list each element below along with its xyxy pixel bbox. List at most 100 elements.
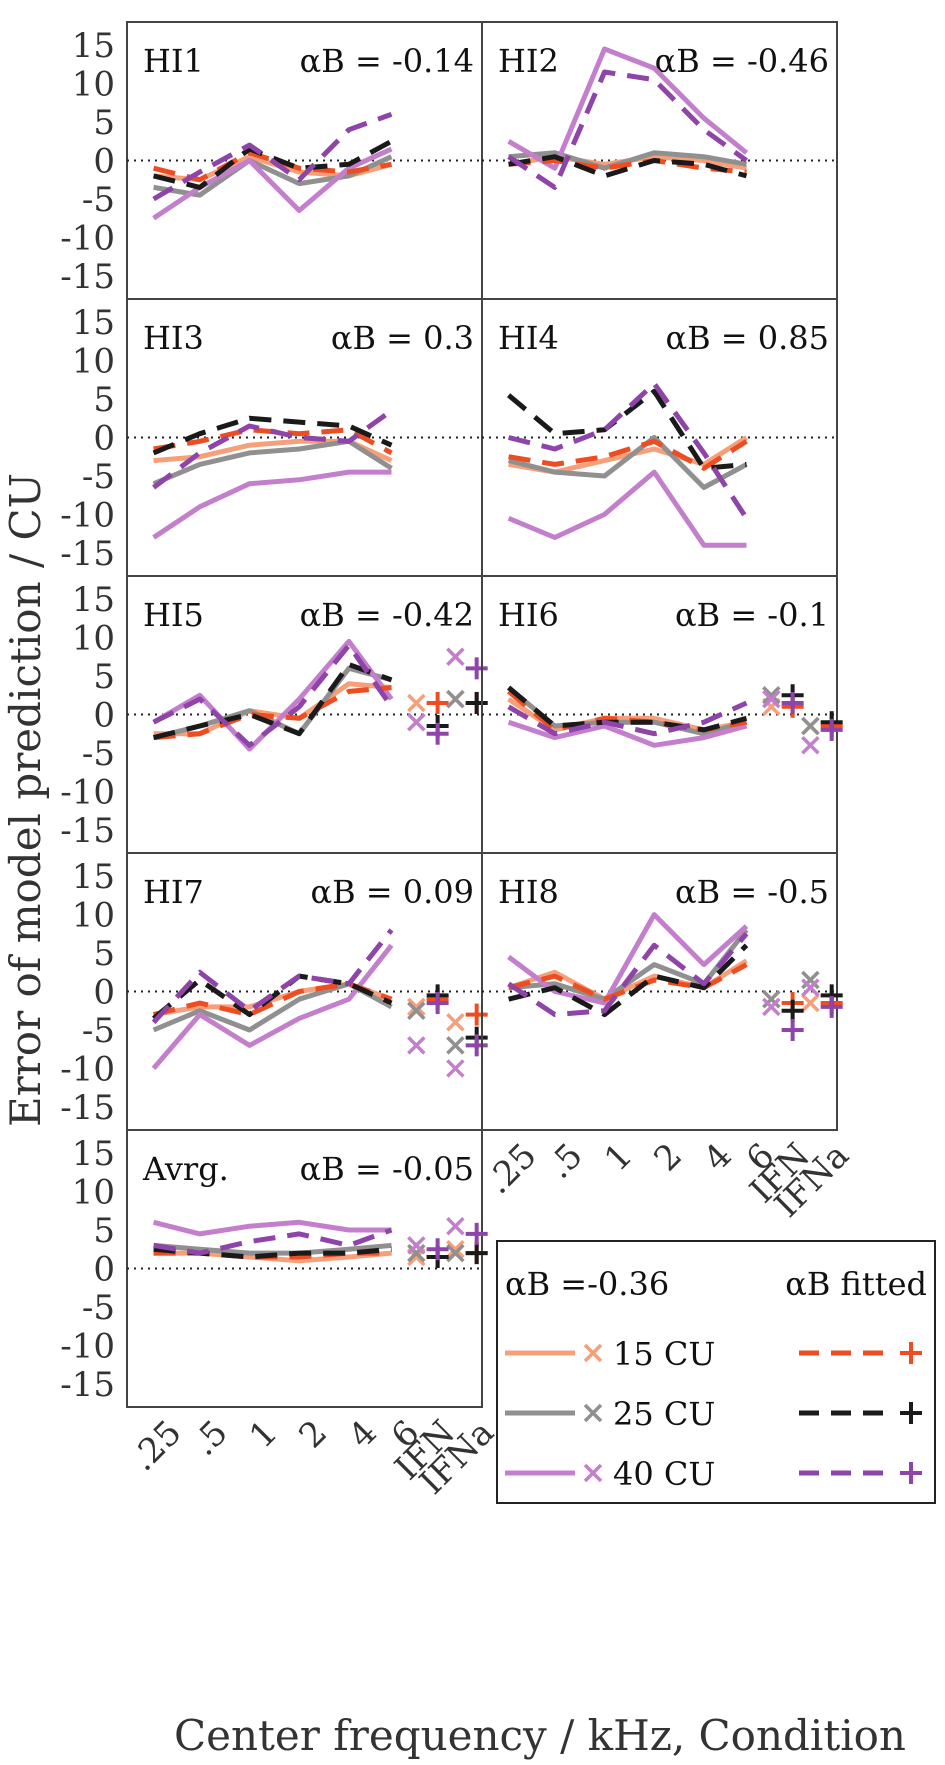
y-tick-label: 10: [72, 342, 115, 382]
y-tick-label: -15: [60, 1365, 115, 1405]
series-line-l40_fit: [507, 69, 748, 190]
series-line-l40_036: [507, 912, 749, 1006]
x-tick-label: .25: [478, 1136, 545, 1203]
x-marker-stroke: [446, 689, 465, 709]
y-tick-label: 0: [93, 419, 115, 459]
series-line-l40_fit: [507, 700, 748, 737]
series-line-l40_fit: [507, 932, 749, 1018]
legend-frame: [496, 1240, 936, 1504]
y-tick-label: 15: [72, 1134, 115, 1174]
panel-alpha-label: αB = -0.05: [300, 1150, 474, 1188]
panel-title: HI7: [143, 873, 204, 911]
ifna-plus-marker: [465, 1034, 488, 1057]
x-marker-stroke: [446, 1243, 465, 1263]
legend-plus-marker: [900, 1342, 922, 1364]
ifn-x-marker: [407, 1001, 426, 1020]
panel-hi4: HI4 αB = 0.85: [481, 298, 838, 577]
series-line-l40_fit: [153, 1227, 393, 1256]
x-marker-stroke: [762, 689, 781, 709]
y-tick-label: -15: [60, 257, 115, 297]
ifna-x-marker: [446, 1059, 465, 1078]
panel-hi2: HI2 αB = -0.46: [481, 21, 838, 300]
series-line-l40_fit: [507, 381, 749, 520]
series-line-l25_fit: [152, 415, 393, 456]
x-tick-label: 1: [242, 1413, 286, 1457]
x-marker-stroke: [446, 1240, 465, 1259]
legend-header-fixed: αB =-0.36: [505, 1265, 669, 1303]
x-tick-label: 2: [292, 1413, 336, 1457]
series-line-l25_036: [507, 435, 748, 490]
series-line-l15_fit: [508, 158, 747, 175]
legend-header-fitted: αB fitted: [785, 1265, 927, 1303]
y-tick-label: 15: [72, 26, 115, 66]
x-tick-label: .5: [539, 1136, 590, 1187]
ifn-plus-marker: [781, 999, 804, 1022]
panel-alpha-label: αB = -0.14: [300, 42, 474, 80]
legend-x-marker: [583, 1463, 603, 1483]
x-marker-stroke: [762, 686, 781, 705]
x-marker-stroke: [407, 1036, 426, 1055]
y-tick-label: -15: [60, 811, 115, 851]
series-line-l25_fit: [152, 973, 393, 1021]
ifna-plus-marker: [465, 691, 488, 714]
y-tick-label: 10: [72, 619, 115, 659]
series-line-l25_fit: [152, 662, 393, 741]
panel-alpha-label: αB = -0.42: [300, 596, 474, 634]
ifna-x-marker: [801, 736, 820, 755]
series-line-l40_036: [507, 719, 748, 748]
ifn-x-marker: [407, 1036, 426, 1055]
panel-title: Avrg.: [142, 1150, 229, 1188]
x-marker-stroke: [407, 1001, 426, 1020]
ifna-x-marker: [446, 1216, 465, 1236]
ifn-plus-marker: [426, 992, 449, 1015]
legend-row-label: 40 CU: [613, 1455, 715, 1493]
legend-row-label: 25 CU: [613, 1395, 715, 1433]
y-tick-label: 5: [93, 103, 115, 143]
series-line-l25_fit: [507, 685, 748, 733]
series-line-l40_036: [152, 469, 392, 540]
panel-title: HI4: [498, 319, 559, 357]
panel-alpha-label: αB = 0.09: [310, 873, 474, 911]
panel-title: HI3: [143, 319, 204, 357]
y-tick-label: 15: [72, 303, 115, 343]
ifn-x-marker: [762, 686, 781, 705]
ifna-x-marker: [801, 993, 820, 1013]
legend-plus-marker: [900, 1402, 922, 1424]
x-tick-label: .25: [123, 1413, 190, 1480]
x-marker-stroke: [446, 1013, 465, 1032]
series-line-l40_fit: [152, 642, 394, 748]
panel-title: HI8: [498, 873, 559, 911]
ifna-plus-marker: [820, 718, 843, 741]
x-marker-stroke: [407, 1243, 426, 1263]
y-tick-label: 5: [93, 657, 115, 697]
series-line-l40_fit: [152, 408, 393, 490]
series-line-l25_fit: [508, 154, 748, 179]
y-tick-label: 15: [72, 857, 115, 897]
y-tick-label: -5: [82, 457, 115, 497]
x-marker-stroke: [762, 997, 781, 1017]
ifn-plus-marker: [426, 722, 449, 745]
x-marker-stroke: [407, 1236, 426, 1255]
series-line-l40_036: [507, 46, 749, 171]
series-line-l40_036: [151, 943, 394, 1071]
x-marker-stroke: [801, 716, 820, 736]
legend-row: 40 CU: [505, 1455, 922, 1493]
x-marker-stroke: [583, 1463, 603, 1483]
panel-alpha-label: αB = 0.85: [665, 319, 829, 357]
ifna-plus-marker: [465, 1222, 488, 1245]
x-marker-stroke: [583, 1403, 603, 1423]
series-line-l25_036: [508, 150, 747, 171]
legend: αB =-0.36 αB fitted 15 CU 25 CU 40 CU: [496, 1240, 936, 1504]
ifna-x-marker: [446, 647, 465, 667]
ifn-x-marker: [407, 1236, 426, 1255]
y-tick-label: 5: [93, 934, 115, 974]
ifna-x-marker: [446, 1240, 465, 1259]
y-tick-label: -15: [60, 1088, 115, 1128]
series-line-l40_036: [152, 1219, 392, 1237]
